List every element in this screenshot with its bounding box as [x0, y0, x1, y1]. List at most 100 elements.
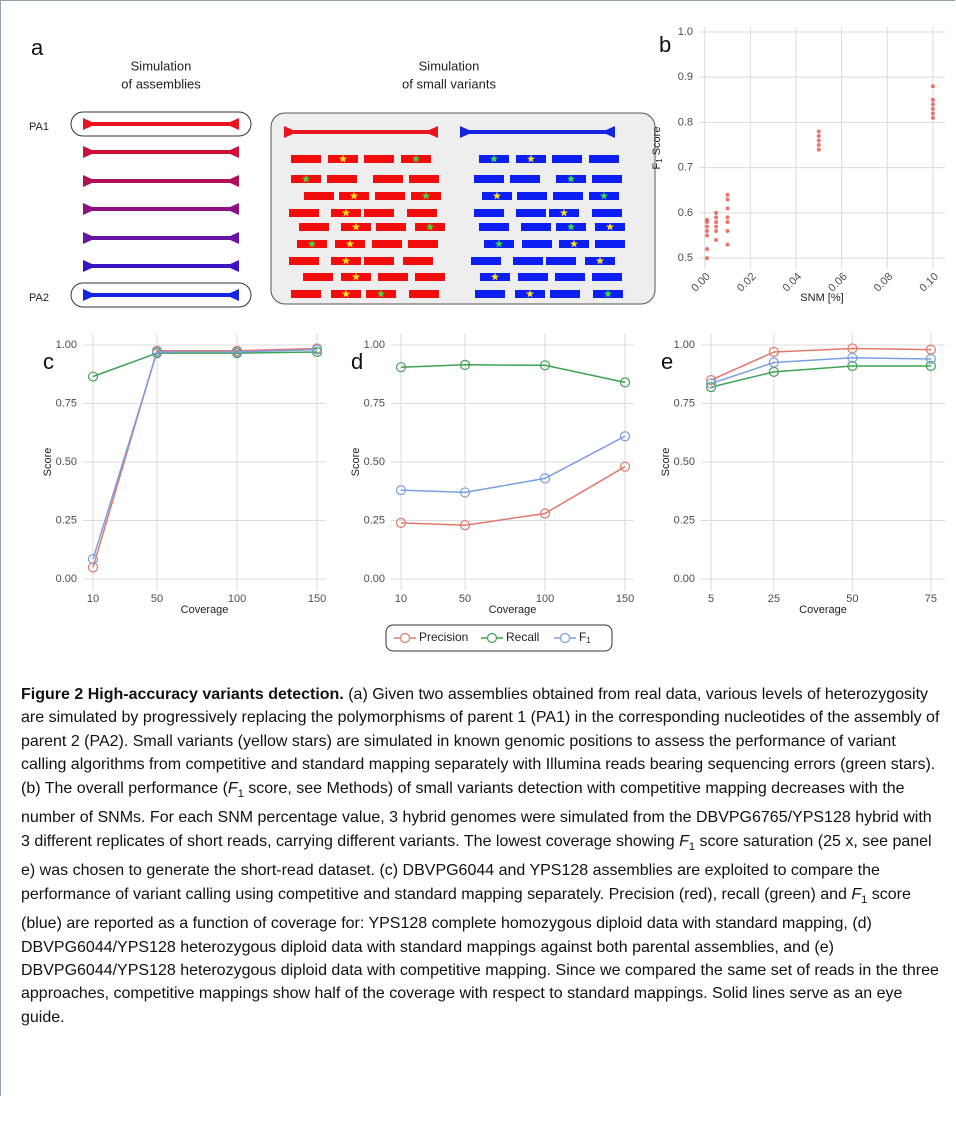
math: F [851, 885, 862, 903]
variant-star [491, 272, 499, 281]
caption-label: Figure 2 [21, 686, 84, 703]
read [291, 290, 321, 298]
read [378, 273, 408, 281]
legend-marker [559, 632, 571, 644]
read [516, 209, 546, 217]
caption: Figure 2 High-accuracy variants detectio… [21, 683, 941, 1029]
y-tick-label: 0.25 [364, 514, 385, 526]
legend-marker [486, 632, 498, 644]
point [930, 97, 935, 102]
strand-end [428, 126, 438, 138]
variant-star [560, 208, 568, 217]
variant-star [426, 222, 434, 231]
caption-text: score (blue) are reported as a function … [21, 885, 939, 1026]
legend-name: Precision [419, 630, 468, 644]
read [303, 273, 333, 281]
point [714, 229, 719, 234]
point [930, 102, 935, 107]
x-tick-label: 100 [536, 593, 554, 605]
read [373, 175, 403, 183]
marker [395, 517, 407, 528]
strand-end [83, 175, 93, 187]
point [930, 115, 935, 120]
y-tick-label: 0.7 [678, 162, 693, 174]
x-tick-label: 50 [151, 593, 163, 605]
y-tick-label: 0.50 [56, 456, 77, 468]
marker [539, 360, 551, 371]
x-tick-label: 10 [87, 593, 99, 605]
axis-title-part: Score [350, 448, 362, 477]
read [289, 209, 319, 217]
figure: a Simulation of assemblies Simulation of… [29, 26, 945, 652]
x-tick-label: 0.02 [735, 271, 759, 295]
read [475, 290, 505, 298]
x-axis-title: Coverage [799, 604, 847, 616]
legend-label: F1 [579, 630, 591, 645]
read [407, 209, 437, 217]
math: F [679, 832, 689, 850]
read [364, 209, 394, 217]
variant-star [308, 239, 316, 248]
point [714, 219, 719, 224]
column-title: of small variants [402, 76, 496, 91]
math: F [227, 779, 238, 797]
parent-label: PA1 [29, 121, 49, 133]
read [376, 223, 406, 231]
y-tick-label: 0.75 [364, 397, 385, 409]
variant-star [342, 208, 350, 217]
x-tick-label: 150 [616, 593, 634, 605]
point [816, 129, 821, 134]
marker [151, 346, 163, 358]
y-tick-label: 1.00 [364, 339, 385, 351]
point [714, 238, 719, 243]
variant-star [412, 154, 420, 163]
variant-star [596, 256, 604, 265]
marker [395, 362, 407, 373]
marker [768, 346, 779, 358]
point [704, 217, 709, 222]
read [327, 175, 357, 183]
parent-box [70, 111, 252, 137]
marker [539, 508, 551, 519]
point [714, 210, 719, 215]
marker [705, 374, 717, 386]
read [408, 240, 438, 248]
x-axis-title: Coverage [181, 604, 229, 616]
marker [87, 371, 99, 382]
variant-star [346, 239, 354, 248]
caption-text: (a) Given two assemblies obtained from r… [21, 686, 940, 797]
y-tick-label: 0.8 [678, 116, 693, 128]
y-tick-label: 0.75 [674, 397, 695, 409]
y-tick-label: 0.25 [56, 514, 77, 526]
y-tick-label: 0.50 [364, 456, 385, 468]
read [471, 257, 501, 265]
point [725, 192, 730, 197]
variant-star [339, 154, 347, 163]
point [704, 247, 709, 252]
point [725, 229, 730, 234]
point [725, 206, 730, 211]
x-axis-title: SNM [%] [800, 292, 843, 304]
strand-end [229, 260, 239, 272]
x-tick-label: 50 [459, 593, 471, 605]
read [589, 155, 619, 163]
read [409, 175, 439, 183]
point [930, 111, 935, 116]
x-tick-label: 0.10 [917, 271, 941, 295]
caption-text: score saturation (25 x, see panel e) was… [21, 832, 932, 903]
x-tick-label: 50 [846, 593, 858, 605]
point [816, 138, 821, 143]
read [304, 192, 334, 200]
marker [231, 346, 243, 358]
diagram [83, 118, 625, 301]
panel-label: d [351, 349, 363, 374]
marker [87, 562, 99, 573]
legend-label: Precision [419, 630, 468, 644]
variant-star [352, 222, 360, 231]
figure-page: a Simulation of assemblies Simulation of… [0, 0, 955, 1096]
strand-end [229, 175, 239, 187]
x-tick-label: 0.00 [689, 271, 713, 295]
point [725, 215, 730, 220]
read [592, 175, 622, 183]
axis-title-part: Score [651, 127, 663, 156]
